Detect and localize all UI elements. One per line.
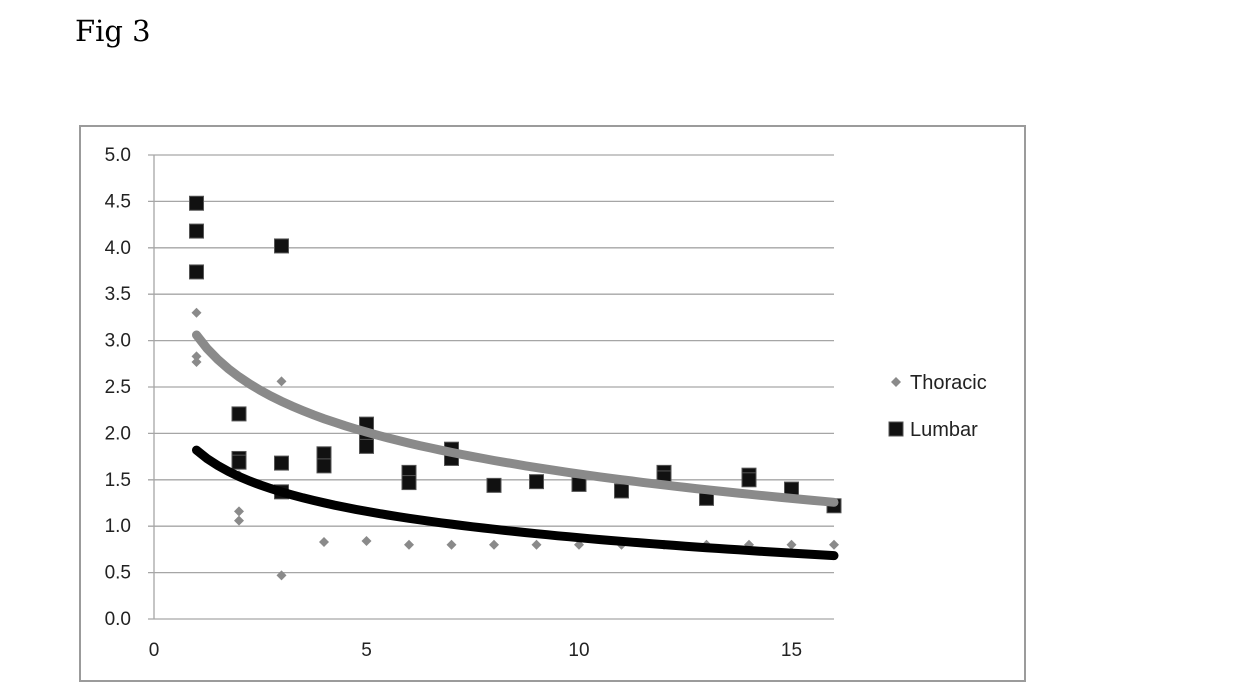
y-tick-label: 2.5 bbox=[105, 377, 131, 398]
lumbar-point bbox=[741, 472, 757, 488]
thoracic-point bbox=[446, 539, 457, 550]
thoracic-point bbox=[276, 376, 287, 387]
thoracic-point bbox=[234, 506, 244, 517]
lumbar-legend-marker bbox=[888, 421, 904, 437]
thoracic-point bbox=[191, 356, 202, 367]
y-tick-label: 1.5 bbox=[105, 470, 131, 491]
thoracic-point bbox=[234, 515, 244, 526]
x-tick-label: 5 bbox=[361, 640, 372, 661]
thoracic-legend-label: Thoracic bbox=[910, 372, 987, 394]
lumbar-point bbox=[189, 223, 204, 239]
y-tick-label: 3.0 bbox=[105, 331, 131, 352]
thoracic-legend-marker bbox=[891, 377, 901, 387]
thoracic-point bbox=[531, 539, 542, 550]
lumbar-point bbox=[359, 438, 374, 454]
lumbar-point bbox=[189, 195, 204, 211]
thoracic-point bbox=[404, 539, 414, 550]
thoracic-point bbox=[191, 351, 202, 362]
lumbar-point bbox=[231, 406, 247, 422]
scatter-chart: 0.0 0.5 1.0 1.5 2.0 2.5 3.0 3.5 4.0 4.5 5.0 0 5 10 15 T… bbox=[105, 145, 987, 661]
y-tick-label: 1.0 bbox=[105, 516, 131, 537]
lumbar-point bbox=[486, 477, 502, 493]
y-tick-label: 5.0 bbox=[105, 145, 131, 166]
lumbar-point bbox=[231, 454, 247, 470]
y-tick-label: 0.5 bbox=[105, 563, 131, 584]
y-tick-label: 4.5 bbox=[105, 191, 131, 212]
lumbar-point bbox=[316, 458, 332, 474]
lumbar-point bbox=[274, 455, 289, 471]
thoracic-point bbox=[786, 539, 797, 550]
lumbar-point bbox=[189, 264, 204, 280]
x-tick-label: 0 bbox=[149, 640, 160, 661]
thoracic-point bbox=[276, 570, 287, 581]
y-tick-label: 3.5 bbox=[105, 284, 131, 305]
lumbar-point bbox=[529, 474, 544, 490]
lumbar-trendline bbox=[192, 330, 839, 507]
x-tick-label: 15 bbox=[781, 640, 802, 661]
thoracic-point bbox=[829, 539, 839, 550]
thoracic-trendline bbox=[192, 445, 839, 561]
thoracic-point bbox=[191, 307, 202, 318]
lumbar-legend-label: Lumbar bbox=[910, 419, 978, 441]
chart-area: 0.0 0.5 1.0 1.5 2.0 2.5 3.0 3.5 4.0 4.5 5.0 0 5 10 15 T… bbox=[79, 125, 1026, 682]
thoracic-point bbox=[361, 536, 372, 547]
y-tick-label: 0.0 bbox=[105, 609, 131, 630]
figure-label: Fig 3 bbox=[75, 14, 151, 48]
y-tick-label: 4.0 bbox=[105, 238, 131, 259]
lumbar-point bbox=[614, 483, 629, 499]
thoracic-point bbox=[489, 539, 499, 550]
lumbar-point bbox=[571, 476, 587, 492]
thoracic-point bbox=[319, 536, 329, 547]
lumbar-point bbox=[274, 238, 289, 254]
lumbar-point bbox=[401, 475, 417, 491]
x-tick-label: 10 bbox=[568, 640, 589, 661]
y-tick-label: 2.0 bbox=[105, 423, 131, 444]
